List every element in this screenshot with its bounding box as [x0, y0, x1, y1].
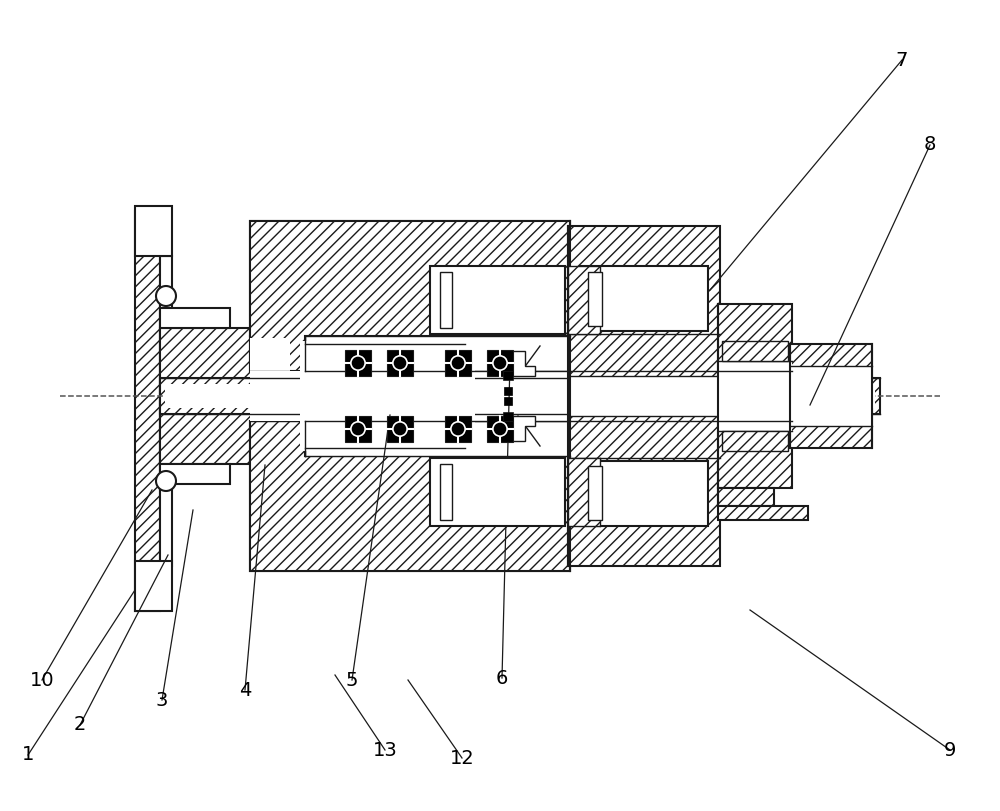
Bar — [790, 366, 872, 426]
Polygon shape — [568, 458, 600, 526]
Bar — [580, 461, 708, 526]
Circle shape — [351, 356, 365, 370]
Bar — [445, 416, 471, 442]
Bar — [160, 308, 230, 328]
Bar — [445, 350, 471, 376]
Bar — [718, 506, 808, 520]
Bar — [580, 266, 708, 331]
Text: 9: 9 — [944, 740, 956, 759]
Text: 13: 13 — [373, 740, 397, 759]
Bar — [568, 376, 720, 416]
Bar — [718, 488, 774, 506]
Bar — [250, 456, 570, 571]
Bar — [250, 221, 570, 336]
Circle shape — [451, 356, 465, 370]
Polygon shape — [568, 266, 600, 334]
Text: 8: 8 — [924, 135, 936, 155]
Circle shape — [156, 471, 176, 491]
Circle shape — [393, 422, 407, 436]
Bar — [160, 378, 880, 414]
Bar — [300, 396, 475, 451]
Bar — [588, 466, 602, 520]
Bar — [345, 416, 371, 442]
Bar — [300, 341, 475, 396]
Text: 7: 7 — [896, 50, 908, 70]
Bar — [305, 336, 570, 371]
Bar — [504, 397, 512, 405]
Circle shape — [493, 356, 507, 370]
Text: 3: 3 — [156, 690, 168, 710]
Circle shape — [493, 422, 507, 436]
Text: 4: 4 — [239, 680, 251, 700]
Polygon shape — [505, 416, 535, 441]
Bar — [487, 416, 513, 442]
Bar — [250, 336, 305, 371]
Bar — [718, 361, 792, 431]
Bar — [588, 272, 602, 326]
Polygon shape — [505, 351, 535, 376]
Circle shape — [451, 422, 465, 436]
Bar — [503, 412, 513, 421]
Bar — [345, 350, 371, 376]
Text: 1: 1 — [22, 745, 34, 765]
Circle shape — [351, 422, 365, 436]
Circle shape — [156, 286, 176, 306]
Bar — [315, 378, 465, 414]
Bar — [160, 464, 230, 484]
Text: 10: 10 — [30, 671, 54, 689]
Circle shape — [393, 356, 407, 370]
Bar — [722, 341, 788, 361]
Bar — [387, 350, 413, 376]
Polygon shape — [250, 338, 290, 371]
Bar — [568, 226, 720, 566]
Bar — [440, 272, 452, 328]
Bar — [387, 416, 413, 442]
Bar — [160, 328, 258, 464]
Bar — [718, 304, 792, 488]
Bar — [305, 344, 465, 448]
Bar — [135, 211, 160, 611]
Polygon shape — [250, 421, 570, 571]
Bar — [165, 384, 875, 408]
Polygon shape — [250, 221, 570, 371]
Bar — [430, 458, 565, 526]
Bar — [504, 387, 512, 395]
Bar — [430, 266, 565, 334]
Bar — [790, 344, 872, 448]
Bar — [135, 206, 172, 256]
Bar — [722, 431, 788, 451]
Bar — [305, 421, 570, 456]
Bar — [487, 350, 513, 376]
Bar — [135, 561, 172, 611]
Bar — [250, 421, 305, 456]
Text: 2: 2 — [74, 715, 86, 735]
Bar — [250, 371, 570, 421]
Bar — [160, 256, 172, 566]
Bar — [440, 464, 452, 520]
Text: 5: 5 — [346, 671, 358, 689]
Bar — [503, 371, 513, 380]
Text: 6: 6 — [496, 668, 508, 688]
Text: 12: 12 — [450, 749, 474, 767]
